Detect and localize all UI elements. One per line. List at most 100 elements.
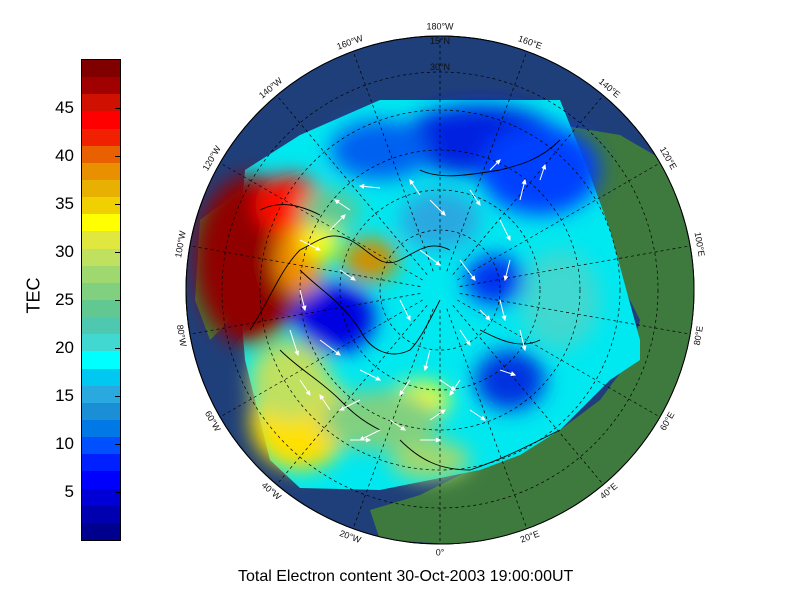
latitude-circle <box>259 109 621 471</box>
vector-arrow <box>289 329 300 357</box>
colorbar-band <box>82 453 120 472</box>
vector-arrow <box>358 183 381 189</box>
vector-arrow <box>449 379 461 396</box>
colorbar-tick-label: 15 <box>55 386 74 405</box>
vector-arrow <box>350 437 372 443</box>
colorbar-band <box>82 487 120 506</box>
longitude-label: 100°W <box>173 230 188 259</box>
colorbar-tick-mark <box>115 348 121 349</box>
meridian-line <box>452 305 604 485</box>
colorbar-band <box>82 230 120 249</box>
colorbar-band <box>82 316 120 335</box>
longitude-label: 100°E <box>693 231 707 257</box>
colorbar-band <box>82 333 120 352</box>
meridian-line <box>446 51 528 272</box>
longitude-label: 180°W <box>426 21 454 31</box>
vector-arrow <box>389 419 406 431</box>
coastlines <box>249 139 561 471</box>
colorbar-band <box>82 367 120 386</box>
meridian-line <box>457 299 661 418</box>
colorbar-band <box>82 179 120 198</box>
vector-arrow <box>539 163 547 181</box>
vector-arrow <box>299 239 322 251</box>
vector-arrow <box>519 329 527 352</box>
colorbar-tick-mark <box>115 444 121 445</box>
colorbar-band <box>82 213 120 232</box>
map-border <box>185 35 695 545</box>
graticule <box>189 36 691 544</box>
colorbar-tick-label: 10 <box>55 434 74 453</box>
vector-arrow <box>499 369 517 377</box>
colorbar-tick-label: 30 <box>55 242 74 261</box>
tec-flow-vectors <box>289 159 547 443</box>
vector-arrow <box>399 299 411 322</box>
colorbar-band <box>82 522 120 540</box>
vector-arrow <box>469 409 486 421</box>
vector-arrow <box>489 159 501 171</box>
vector-arrow <box>479 309 491 321</box>
colorbar-tick-label: 5 <box>64 482 74 501</box>
meridian-line <box>446 308 528 529</box>
vector-arrow <box>299 379 311 396</box>
vector-arrow <box>299 289 307 312</box>
vector-arrow <box>419 249 441 266</box>
colorbar-tick-mark <box>115 108 121 109</box>
colorbar-band <box>82 76 120 95</box>
colorbar-band <box>82 265 120 283</box>
colorbar-band <box>82 470 120 489</box>
meridian-line <box>352 51 434 272</box>
vector-arrow <box>459 259 476 281</box>
colorbar-band <box>82 385 120 403</box>
vector-arrow <box>399 379 411 396</box>
longitude-label: 80°E <box>692 325 705 346</box>
colorbar-tick-label: 20 <box>55 338 74 357</box>
latitude-label-15n: 15°N <box>430 36 450 46</box>
meridian-line <box>189 245 421 287</box>
colorbar <box>81 59 121 541</box>
colorbar-band <box>82 505 120 523</box>
colorbar-band <box>82 93 120 112</box>
colorbar-tick-mark <box>115 300 121 301</box>
colorbar-tick-mark <box>115 252 121 253</box>
colorbar-band <box>82 350 120 369</box>
colorbar-band <box>82 196 120 215</box>
meridian-line <box>459 245 691 287</box>
vector-arrow <box>423 349 431 372</box>
colorbar-band <box>82 110 120 129</box>
colorbar-tick-mark <box>115 204 121 205</box>
vector-arrow <box>459 329 471 346</box>
colorbar-band <box>82 127 120 146</box>
colorbar-band <box>82 247 120 266</box>
latitude-circle <box>379 229 501 351</box>
eurasia-land <box>370 125 694 544</box>
latitude-label-30n: 30°N <box>430 62 450 72</box>
meridian-line <box>276 95 428 275</box>
colorbar-tick-label: 45 <box>55 98 74 117</box>
colorbar-band <box>82 145 120 163</box>
vector-arrow <box>499 299 507 322</box>
vector-arrow <box>339 269 356 281</box>
vector-arrow <box>329 214 346 231</box>
vector-arrow <box>319 339 341 356</box>
vector-arrow <box>334 199 351 211</box>
colorbar-tick-label: 40 <box>55 146 74 165</box>
colorbar-band <box>82 282 120 300</box>
vector-arrow <box>503 259 511 282</box>
meridian-line <box>219 162 423 281</box>
meridian-line <box>452 95 604 275</box>
meridian-line <box>352 308 434 529</box>
vector-arrow <box>420 437 442 443</box>
colorbar-tick-label: 25 <box>55 290 74 309</box>
vector-arrow <box>499 219 511 242</box>
vector-arrow <box>429 199 446 216</box>
colorbar-band <box>82 162 120 180</box>
meridian-line <box>189 293 421 335</box>
longitude-label: 0° <box>436 547 445 557</box>
meridian-line <box>219 299 423 418</box>
meridian-line <box>459 293 691 335</box>
colorbar-tick-label: 35 <box>55 194 74 213</box>
colorbar-tick-mark <box>115 156 121 157</box>
map-caption: Total Electron content 30-Oct-2003 19:00… <box>238 568 574 585</box>
colorbar-band <box>82 402 120 420</box>
